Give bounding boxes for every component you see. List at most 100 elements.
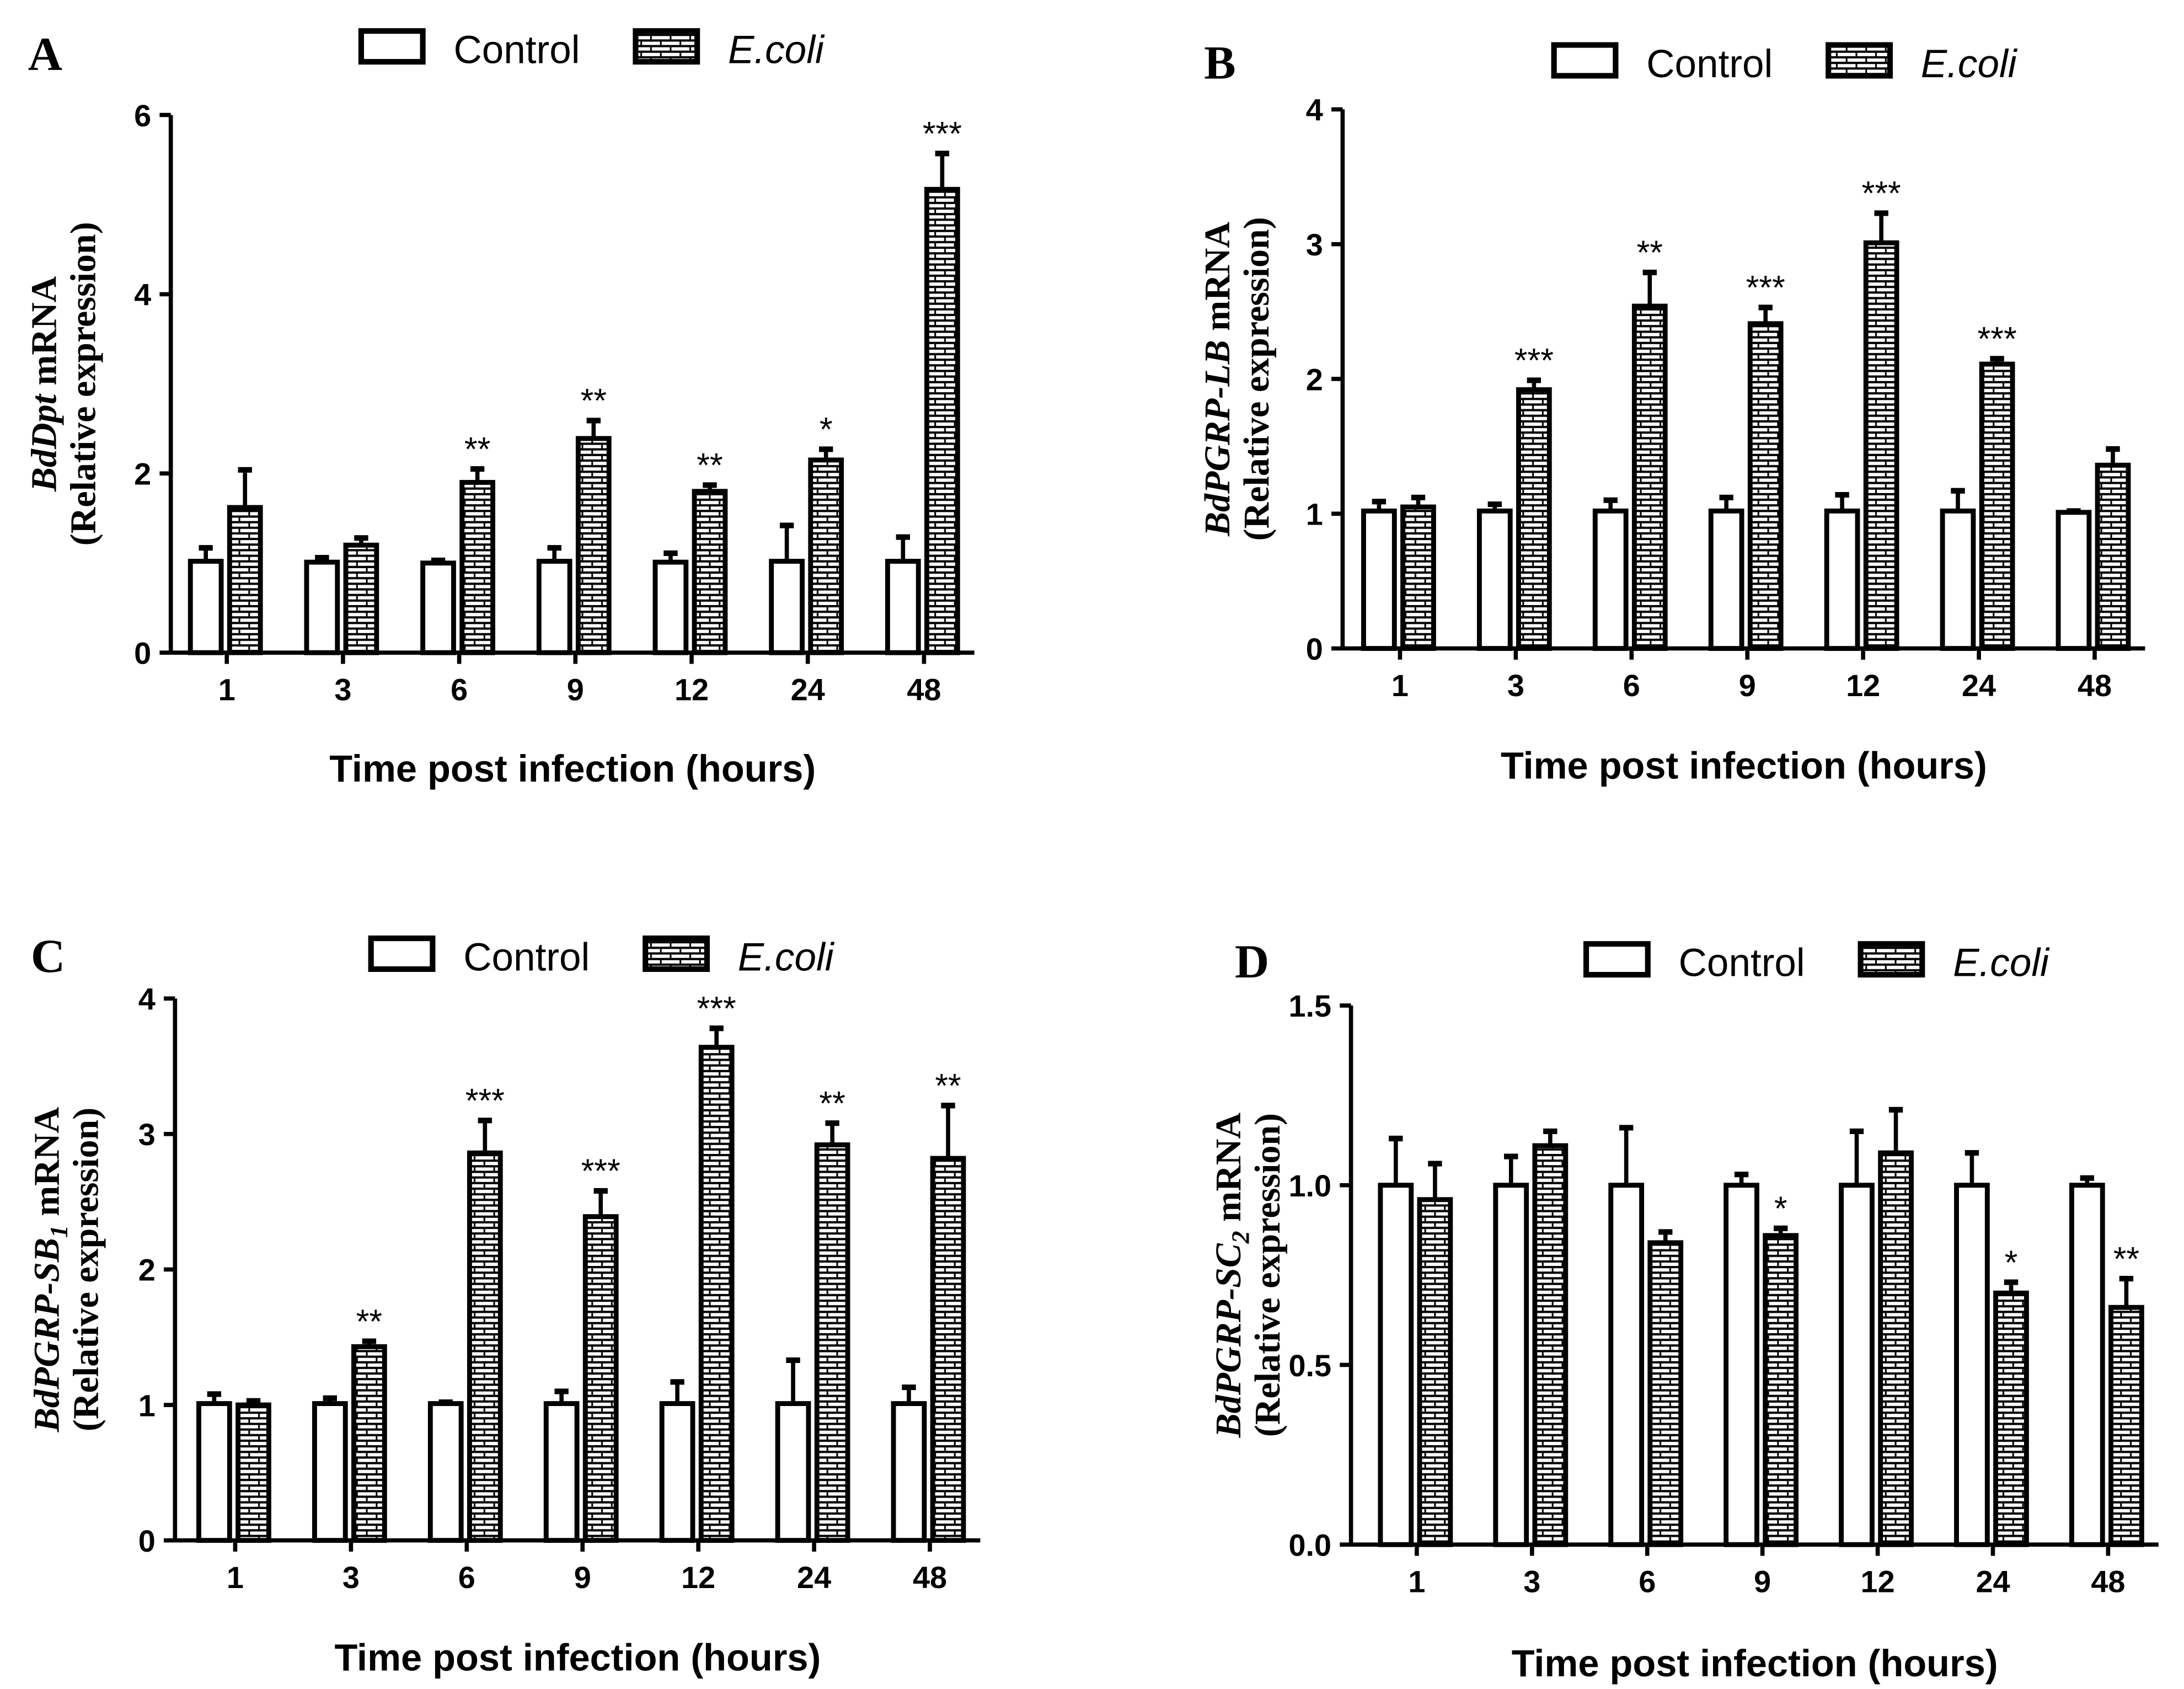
bar-ecoli <box>1878 1150 1914 1547</box>
y-tick-label: 2 <box>134 457 151 491</box>
y-tick-label: 0.5 <box>1288 1348 1331 1383</box>
x-axis-label: Time post infection (hours) <box>334 1637 821 1679</box>
bar-control <box>652 559 689 655</box>
bar-control <box>196 1401 232 1543</box>
bar-ecoli <box>227 505 263 655</box>
bar-ecoli <box>351 1344 387 1543</box>
x-tick-label: 9 <box>1739 668 1756 703</box>
x-tick-label: 24 <box>1962 668 1996 703</box>
legend-control-swatch <box>1551 42 1619 79</box>
x-tick-label: 24 <box>797 1560 831 1595</box>
significance-label: *** <box>1514 341 1554 379</box>
y-tick-label: 1 <box>1306 497 1323 532</box>
y-label-suffix: mRNA <box>1197 222 1238 340</box>
significance-label: *** <box>581 1152 620 1190</box>
significance-label: * <box>820 410 833 448</box>
y-tick-label: 0 <box>1306 632 1323 666</box>
significance-label: *** <box>923 115 962 152</box>
y-label-subscript: 1 <box>45 1225 73 1238</box>
bar-control <box>1493 1183 1529 1547</box>
bar-ecoli <box>1532 1143 1569 1547</box>
bar-control <box>1723 1183 1759 1547</box>
x-tick-label: 1 <box>227 1560 244 1595</box>
bar-ecoli <box>930 1156 966 1543</box>
panel-D: D Control E.coli 0.0 0.5 1.0 1.5 BdPGRP-SC2 mRN… <box>1208 935 2159 1685</box>
significance-label: *** <box>697 990 736 1027</box>
y-axis-label-line2: (Relative expression) <box>66 1108 106 1431</box>
x-tick-label: 48 <box>2091 1564 2125 1599</box>
bar-control <box>543 1401 580 1543</box>
bar-ecoli <box>924 186 960 655</box>
x-tick-label: 12 <box>1846 668 1880 703</box>
bar-control <box>1361 508 1397 651</box>
bar-control <box>1824 508 1860 651</box>
legend-control-swatch <box>358 28 426 65</box>
y-tick-label: 6 <box>134 98 151 133</box>
bar-control <box>188 559 224 655</box>
bar-control <box>2055 510 2092 651</box>
x-tick-label: 48 <box>2078 668 2112 703</box>
x-tick-label: 12 <box>1861 1564 1895 1599</box>
y-tick-label: 4 <box>1306 93 1323 127</box>
y-tick-label: 2 <box>138 1253 156 1287</box>
x-tick-label: 48 <box>907 672 941 707</box>
legend-control-swatch <box>1583 941 1651 978</box>
bar-control <box>312 1401 348 1543</box>
x-tick-label: 24 <box>791 672 825 707</box>
x-axis-label: Time post infection (hours) <box>1501 745 1987 787</box>
x-tick-label: 1 <box>1391 668 1409 703</box>
legend-ecoli-swatch <box>643 936 710 972</box>
x-tick-label: 6 <box>451 672 468 707</box>
y-tick-label: 0 <box>138 1524 156 1558</box>
bar-control <box>769 559 805 655</box>
y-label-gene: BdDpt <box>24 393 65 492</box>
significance-label: *** <box>1862 174 1901 212</box>
significance-label: * <box>2005 1243 2018 1281</box>
y-label-gene: BdPGRP-LB <box>1197 340 1238 537</box>
y-tick-label: 4 <box>134 277 151 312</box>
bar-control <box>1592 508 1629 651</box>
bar-control <box>304 559 340 655</box>
significance-label: ** <box>2113 1240 2139 1278</box>
legend-control-label: Control <box>463 936 590 979</box>
x-tick-label: 3 <box>1523 1564 1540 1599</box>
legend-ecoli-label: E.coli <box>728 29 825 72</box>
bar-ecoli <box>235 1402 271 1543</box>
legend-ecoli-label: E.coli <box>738 936 835 979</box>
y-axis-label-line2: (Relative expression) <box>63 222 104 546</box>
x-tick-label: 9 <box>1754 1564 1771 1599</box>
y-axis-label: BdDpt mRNA <box>24 276 65 492</box>
x-tick-label: 3 <box>342 1560 360 1595</box>
significance-label: * <box>1774 1190 1787 1227</box>
x-tick-label: 1 <box>218 672 235 707</box>
bar-control <box>536 559 572 655</box>
bar-control <box>1708 508 1744 651</box>
x-tick-label: 6 <box>1623 668 1640 703</box>
y-label-suffix: mRNA <box>27 1107 67 1225</box>
y-label-gene: BdPGRP-SC <box>1208 1243 1249 1438</box>
significance-label: ** <box>464 430 490 468</box>
x-axis-label: Time post infection (hours) <box>329 747 816 790</box>
significance-label: ** <box>1637 234 1663 271</box>
bar-control <box>1476 508 1513 651</box>
bar-control <box>420 560 456 655</box>
panel-label: C <box>31 929 65 982</box>
y-tick-label: 0.0 <box>1288 1528 1331 1563</box>
panel-label: A <box>28 28 62 81</box>
bar-control <box>427 1401 464 1543</box>
significance-label: *** <box>1978 320 2017 357</box>
bar-ecoli <box>467 1150 503 1543</box>
y-tick-label: 1.0 <box>1288 1168 1331 1203</box>
bar-ecoli <box>575 436 612 655</box>
panel-label: D <box>1235 935 1269 988</box>
significance-label: *** <box>1746 269 1785 306</box>
bar-control <box>2069 1183 2105 1547</box>
y-axis-label: BdPGRP-LB mRNA <box>1197 222 1238 537</box>
legend-control-label: Control <box>1679 942 1805 985</box>
bar-control <box>1608 1183 1645 1547</box>
legend-ecoli-swatch <box>1858 941 1925 978</box>
bar-ecoli <box>698 1045 735 1543</box>
